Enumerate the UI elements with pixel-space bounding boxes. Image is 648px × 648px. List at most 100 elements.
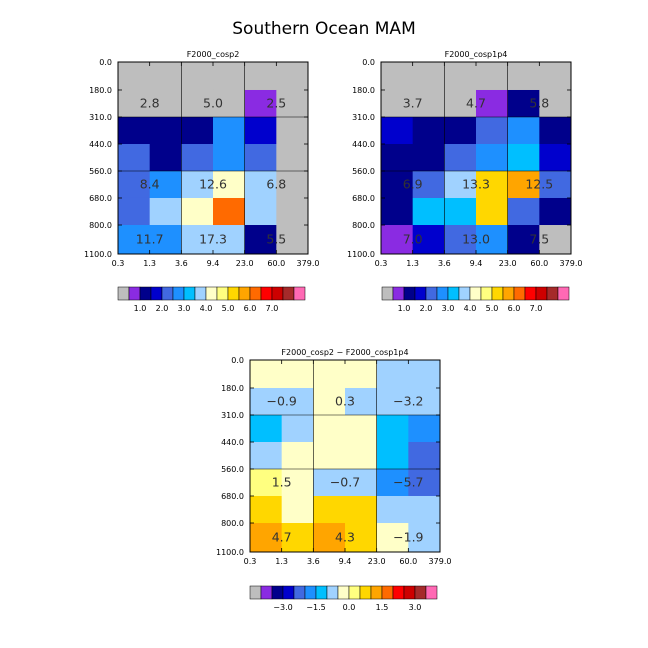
colorbar-label: −3.0 [273,603,292,612]
heatmap-cell [213,170,246,199]
colorbar-swatch [436,286,449,301]
colorbar-swatch [381,585,394,600]
colorbar-swatch [293,286,306,301]
x-tick-label: 0.3 [112,259,125,268]
colorbar-swatch [381,286,394,301]
heatmap-cell [507,170,540,199]
x-tick-label: 379.0 [297,259,320,268]
colorbar-swatch [271,585,284,600]
colorbar-label: 7.0 [266,304,279,313]
heatmap-cell [250,442,283,470]
cell-value-label: 7.5 [529,232,549,247]
colorbar-swatch [326,585,339,600]
heatmap-cell [181,225,214,255]
x-tick-label: 23.0 [368,557,386,566]
colorbar-swatch [183,286,196,301]
y-tick-label: 180.0 [89,86,112,95]
heatmap-cell [118,197,151,226]
heatmap-cell [376,468,409,497]
colorbar-swatch [491,286,504,301]
heatmap-cell [376,387,409,416]
heatmap-cell [281,442,314,470]
heatmap-cell [276,89,309,118]
cell-value-label: −5.7 [393,474,423,489]
heatmap-cell [376,495,409,524]
colorbar-label: 4.0 [200,304,213,313]
heatmap-cell [476,117,509,145]
y-tick-label: 560.0 [221,465,244,474]
x-tick-label: 0.3 [244,557,257,566]
colorbar-swatch [480,286,493,301]
heatmap-cell [244,197,277,226]
y-tick-label: 0.0 [362,58,375,67]
heatmap-cell [507,89,540,118]
colorbar-swatch [392,585,405,600]
cell-value-label: 3.7 [403,96,423,111]
heatmap-cell [345,360,378,389]
heatmap-cell [412,170,445,199]
heatmap-cell [381,197,414,226]
heatmap-cell [507,197,540,226]
colorbar-swatch [282,286,295,301]
colorbar-label: 1.0 [398,304,411,313]
colorbar-swatch [194,286,207,301]
heatmap-cell [539,117,572,145]
y-tick-label: 310.0 [352,113,375,122]
colorbar-swatch [260,286,273,301]
colorbar-swatch [260,585,273,600]
colorbar-label: 3.0 [409,603,422,612]
cell-value-label: 1.5 [272,474,292,489]
heatmap-cell [213,225,246,255]
y-tick-label: 310.0 [89,113,112,122]
heatmap-cell [118,225,151,255]
heatmap-cell [376,415,409,443]
heatmap-cell [118,170,151,199]
y-tick-label: 800.0 [89,221,112,230]
colorbar-swatch [403,286,416,301]
cell-value-label: 7.0 [403,232,423,247]
cell-value-label: 4.7 [272,530,292,545]
heatmap-cell [376,442,409,470]
colorbar-label: 2.0 [156,304,169,313]
colorbar-swatch [315,585,328,600]
cell-value-label: 13.3 [462,176,490,191]
heatmap-cell [412,225,445,255]
colorbar-swatch [216,286,229,301]
heatmap-cell [213,89,246,118]
heatmap-cell [149,170,182,199]
heatmap-cell [476,197,509,226]
heatmap-cell [250,495,283,524]
cell-value-label: 5.0 [203,96,223,111]
colorbar-swatch [293,585,306,600]
colorbar-swatch [425,585,438,600]
cell-value-label: −3.2 [393,394,423,409]
colorbar-swatch [150,286,163,301]
colorbar-swatch [524,286,537,301]
heatmap-cell [181,89,214,118]
heatmap-cell [281,523,314,553]
cell-value-label: 5.8 [529,96,549,111]
heatmap-cell [444,89,477,118]
heatmap-cell [412,197,445,226]
heatmap-cell [213,117,246,145]
x-tick-label: 1.3 [143,259,156,268]
heatmap-cell [244,144,277,172]
cell-value-label: 4.3 [335,530,355,545]
heatmap-cell [476,89,509,118]
colorbar: −3.0 −1.5 0.0 1.5 3.0 [249,585,438,612]
heatmap-cell [408,468,441,497]
colorbar-swatch [238,286,251,301]
heatmap-cell [345,415,378,443]
x-tick-label: 379.0 [560,259,583,268]
colorbar-swatch [425,286,438,301]
heatmap-cell [408,495,441,524]
colorbar-swatch [414,286,427,301]
x-tick-label: 3.6 [307,557,320,566]
x-tick-label: 60.0 [399,557,417,566]
colorbar-swatch [282,585,295,600]
heatmap-cell [444,197,477,226]
cell-value-label: 5.5 [266,232,286,247]
cell-value-label: −0.7 [330,474,360,489]
heatmap-cell [381,170,414,199]
heatmap-cell [118,62,308,90]
